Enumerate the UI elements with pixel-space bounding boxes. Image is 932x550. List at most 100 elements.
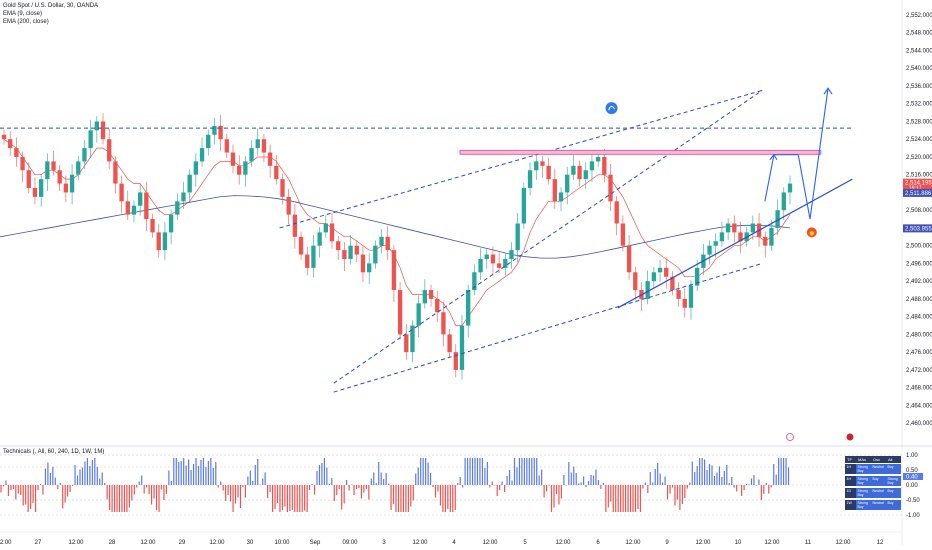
candle-body <box>168 214 174 233</box>
candle-body <box>292 214 298 237</box>
indicator-title[interactable]: Technicals (, All, 60, 240, 1D, 1W, 1M) <box>3 449 105 455</box>
time-axis[interactable]: 12:00 27 12:00 28 12:00 29 12:00 30 10:00 Sep 09:0… <box>0 531 902 546</box>
candle-body <box>781 192 786 211</box>
table-cell-label: Strong <box>858 465 868 469</box>
price-tick-label: 2,496.000 <box>906 261 932 267</box>
time-tick-label: 12:00 <box>140 540 156 546</box>
table-cell-label: Buy <box>888 465 894 469</box>
candle-body <box>645 281 650 299</box>
table-header-label: TF <box>847 457 852 462</box>
price-tick-label: 2,532.000 <box>906 102 932 108</box>
support-trendline <box>617 178 853 309</box>
table-cell <box>856 476 871 486</box>
candle-body <box>447 334 452 353</box>
price-tick-label: 2,484.000 <box>906 315 932 321</box>
price-tick-label: 2,536.000 <box>906 84 932 90</box>
candle-body <box>150 219 155 233</box>
time-tick-label: 12:00 <box>695 540 711 546</box>
candle-body <box>373 245 378 264</box>
candle-body <box>261 139 267 153</box>
candle-body <box>336 241 341 251</box>
candle-body <box>14 148 19 157</box>
drawing-layer[interactable] <box>0 87 854 441</box>
candle-body <box>212 125 217 135</box>
time-tick-label: 10 <box>735 540 742 546</box>
candle-body <box>466 290 471 326</box>
candle-body <box>38 179 44 197</box>
candle-body <box>267 152 273 166</box>
candle-body <box>137 192 143 206</box>
candle-body <box>738 232 743 242</box>
candle-body <box>63 183 69 193</box>
price-tick-label: 2,464.000 <box>906 403 932 409</box>
candle-body <box>515 223 520 251</box>
ema-fast-line <box>3 138 791 326</box>
time-tick-label: 3 <box>382 540 386 546</box>
time-tick-label: 12:00 <box>555 540 571 546</box>
dolphin-icon <box>605 102 618 115</box>
table-cell-label: Buy <box>873 477 879 481</box>
price-tick-label: 2,500.000 <box>906 244 932 250</box>
candle-body <box>484 254 489 259</box>
candle-body <box>305 254 310 268</box>
candle-body <box>404 334 409 353</box>
candle-body <box>725 223 731 233</box>
time-tick-label: 6 <box>596 540 600 546</box>
channel-lower-line <box>333 90 763 384</box>
projection-path <box>764 88 829 220</box>
candle-body <box>620 223 626 246</box>
table-header-cell <box>886 456 901 463</box>
ema-slow-legend[interactable]: EMA (200, close) <box>3 19 49 25</box>
table-header-cell <box>871 456 886 463</box>
price-tick-label: 2,472.000 <box>906 368 932 374</box>
candle-body <box>664 267 669 277</box>
candle-body <box>125 201 130 215</box>
candle-body <box>688 285 694 308</box>
candle-body <box>682 298 687 308</box>
candle-body <box>274 165 279 180</box>
candle-body <box>8 139 13 149</box>
candle-body <box>193 161 199 175</box>
table-cell-label: 4H <box>847 477 852 481</box>
candle-body <box>76 161 81 175</box>
candle-body <box>472 272 477 291</box>
table-cell-label: Neutral <box>873 465 885 469</box>
candle-body <box>707 245 712 255</box>
table-cell-label: 1W <box>847 501 853 505</box>
price-badge-label: 2,511.886 <box>905 191 932 197</box>
table-cell-label: Buy <box>888 481 894 485</box>
candle-body <box>633 272 638 291</box>
candle-body <box>459 325 465 370</box>
candle-body <box>750 223 756 233</box>
candle-body <box>602 156 607 175</box>
candle-body <box>131 205 137 215</box>
ema-fast-legend[interactable]: EMA (9, close) <box>3 11 43 17</box>
symbol-legend[interactable]: Gold Spot / U.S. Dollar, 30, OANDA <box>3 3 99 9</box>
candle-body <box>119 183 124 202</box>
candle-body <box>218 125 223 140</box>
price-badge <box>903 188 932 197</box>
indicator-layer <box>0 445 932 516</box>
price-tick-label: 2,492.000 <box>906 279 932 285</box>
candle-body <box>20 156 25 171</box>
candle-body <box>82 148 87 162</box>
candle-body <box>45 161 50 180</box>
candle-body <box>410 325 415 353</box>
ema-slow-line <box>0 195 791 259</box>
candle-body <box>311 245 316 268</box>
projection-arrowhead <box>769 153 778 161</box>
time-tick-label: 12:00 <box>835 540 851 546</box>
time-tick-label: 9 <box>665 540 669 546</box>
table-header-label: All <box>888 457 893 462</box>
price-tick-label: 2,508.000 <box>906 208 932 214</box>
candle-body <box>657 267 663 273</box>
event-marker-icon <box>786 433 794 441</box>
candle-body <box>280 179 285 197</box>
candle-body <box>26 170 31 189</box>
candle-body <box>435 298 440 313</box>
table-cell-label: Buy <box>888 489 894 493</box>
indicator-tick-label: -1.00 <box>906 513 920 519</box>
candle-body <box>490 254 496 264</box>
price-axis[interactable]: 2,552.000 2,548.000 2,544.000 2,540.000 2,53… <box>901 0 932 545</box>
